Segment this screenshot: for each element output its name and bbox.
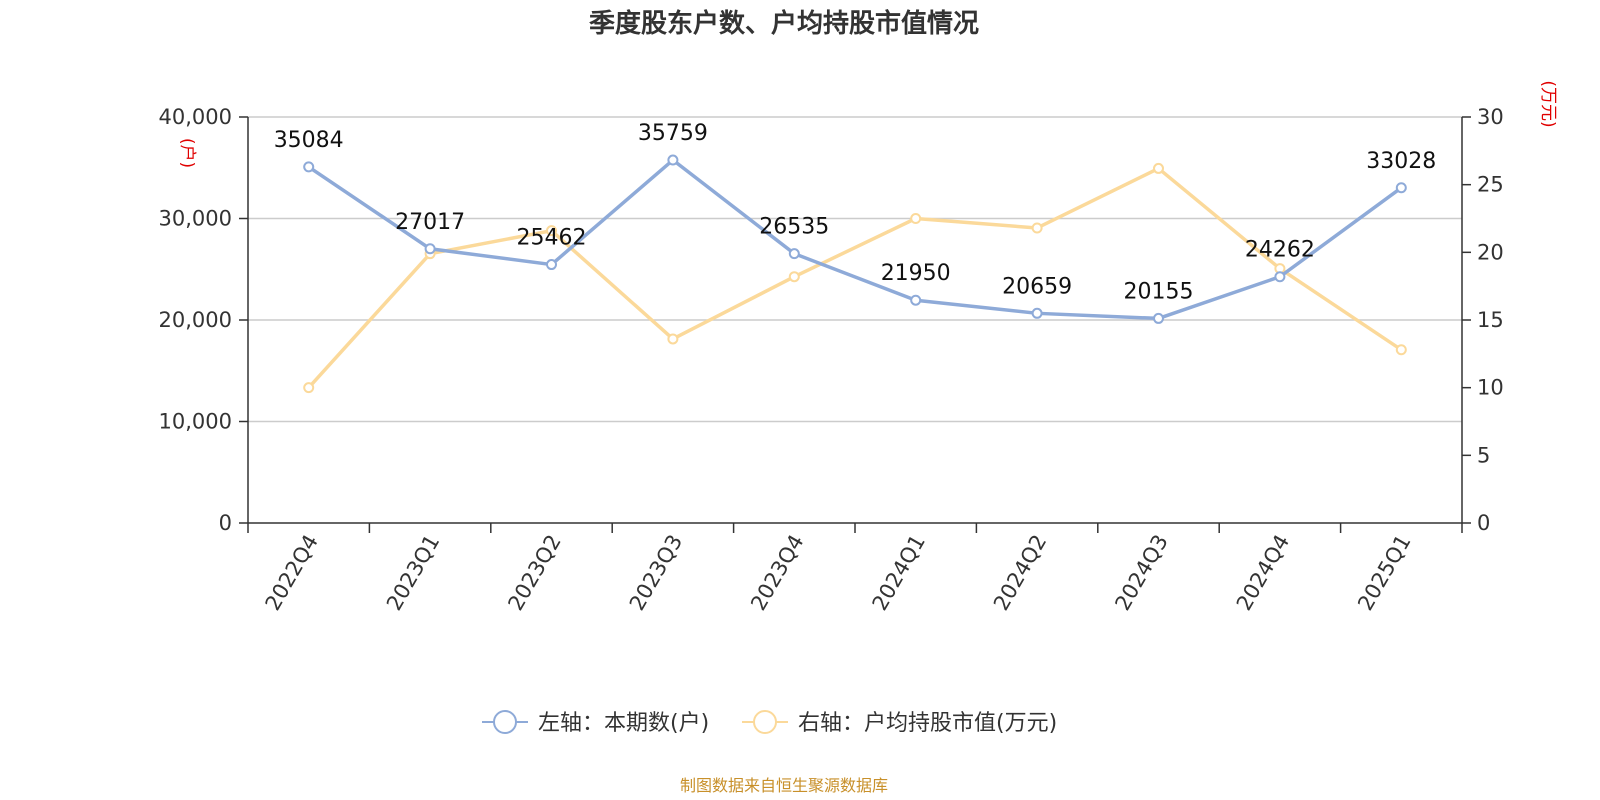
data-label: 26535: [759, 215, 829, 240]
data-point-right: [910, 213, 922, 224]
data-point-left: [1274, 271, 1286, 283]
right-tick-label: 5: [1477, 443, 1490, 467]
data-point-left: [1153, 312, 1164, 324]
legend: 左轴：本期数(户) 右轴：户均持股市值(万元): [482, 710, 1057, 736]
data-point-left: [424, 243, 436, 255]
data-labels: 35084 27017 25462 35759 26535 21950 20659 20155…: [274, 121, 1437, 304]
left-tick-label: 40,000: [159, 105, 232, 129]
left-tick-label: 0: [219, 511, 232, 535]
data-label: 20155: [1124, 279, 1194, 304]
x-tick-label: 2023Q3: [625, 531, 687, 615]
left-tick-label: 10,000: [159, 410, 232, 434]
right-tick-label: 15: [1477, 308, 1504, 332]
x-tick-label: 2024Q1: [868, 531, 930, 615]
legend-label-left: 左轴：本期数(户): [538, 711, 709, 736]
data-point-right: [546, 225, 557, 237]
legend-marker-left: [493, 710, 517, 734]
left-axis-unit: (户): [177, 138, 197, 168]
data-label: 25462: [517, 226, 587, 251]
series-layer: [303, 154, 1407, 394]
grid-lines: [248, 116, 1462, 423]
legend-marker-right: [753, 710, 777, 734]
right-tick-label: 20: [1477, 240, 1504, 264]
series-line-right: [307, 166, 1403, 389]
data-point-left: [667, 154, 679, 166]
right-axis-unit: (万元): [1538, 80, 1558, 127]
data-point-right: [788, 271, 800, 283]
data-label: 27017: [395, 210, 465, 235]
data-point-left: [1395, 182, 1407, 194]
x-tick-label: 2023Q4: [746, 531, 808, 615]
x-tick-label: 2025Q1: [1353, 531, 1415, 615]
source-note: 制图数据来自恒生聚源数据库: [680, 776, 888, 795]
right-tick-label: 10: [1477, 376, 1504, 400]
data-label: 21950: [881, 261, 951, 286]
x-tick-label: 2022Q4: [261, 531, 323, 615]
data-label: 20659: [1002, 274, 1072, 299]
data-label: 24262: [1245, 238, 1315, 263]
chart-title: 季度股东户数、户均持股市值情况: [589, 8, 979, 39]
data-point-left: [788, 248, 800, 260]
x-tick-label: 2024Q4: [1232, 531, 1294, 615]
data-label: 35084: [274, 128, 344, 153]
data-point-right: [1031, 222, 1043, 234]
data-label: 35759: [638, 121, 708, 146]
x-tick-label: 2023Q2: [503, 531, 565, 615]
left-tick-label: 20,000: [159, 308, 232, 332]
data-point-left: [910, 294, 922, 306]
data-point-right: [303, 382, 315, 394]
legend-label-right: 右轴：户均持股市值(万元): [798, 711, 1057, 736]
data-point-left: [546, 259, 557, 271]
right-tick-label: 30: [1477, 105, 1504, 129]
data-point-right: [667, 333, 679, 345]
x-tick-label: 2024Q3: [1110, 531, 1172, 615]
x-tick-label: 2023Q1: [382, 531, 444, 615]
x-tick-label: 2024Q2: [989, 531, 1051, 615]
data-point-left: [303, 161, 315, 173]
right-tick-label: 0: [1477, 511, 1490, 535]
data-point-right: [1395, 344, 1407, 356]
series-line-left: [307, 158, 1403, 321]
axes: 0 10,000 20,000 30,000 40,000 0 5 10 15 20 25 30 202…: [159, 105, 1504, 615]
data-point-left: [1031, 307, 1043, 319]
right-tick-label: 25: [1477, 173, 1504, 197]
data-point-right: [1153, 162, 1164, 174]
left-tick-label: 30,000: [159, 207, 232, 231]
data-label: 33028: [1366, 149, 1436, 174]
